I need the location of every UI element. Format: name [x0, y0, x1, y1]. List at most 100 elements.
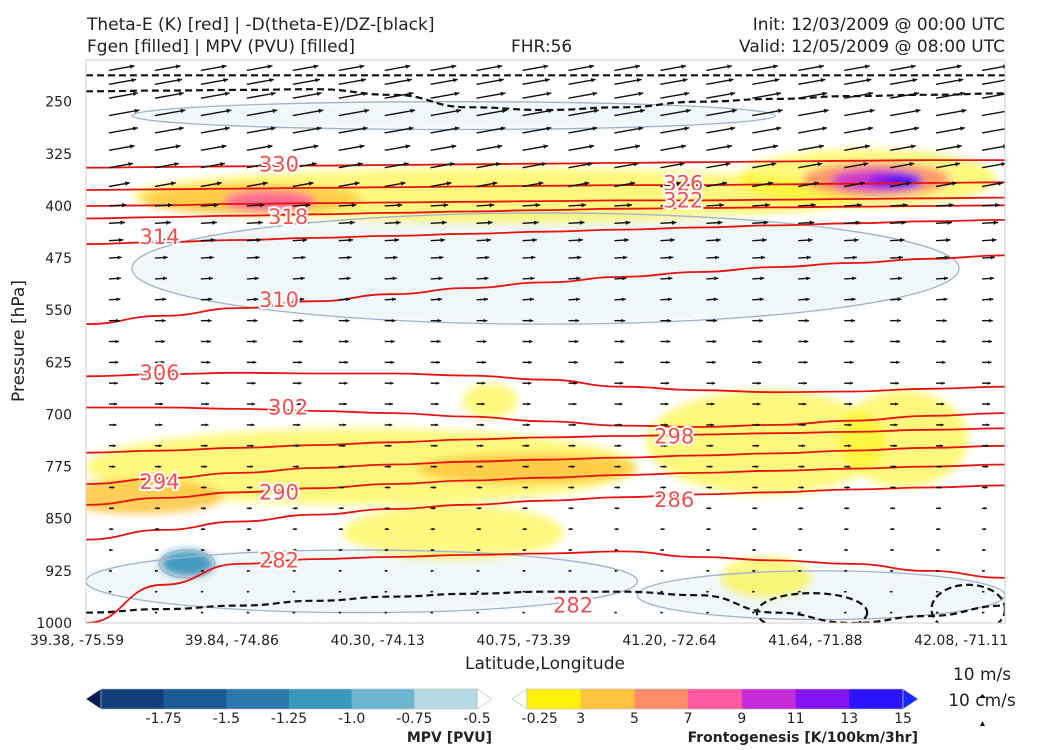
wind-vector: [568, 276, 581, 281]
x-tick-label: 41.20, -72.64: [622, 633, 716, 649]
wind-vector: [935, 181, 957, 188]
wind-vector: [936, 402, 945, 406]
mpv-colorbar-tick: -0.75: [396, 711, 432, 727]
wind-vector: [614, 423, 622, 427]
wind-vector: [108, 64, 135, 72]
wind-vector: [752, 162, 777, 169]
wind-vector: [292, 64, 319, 72]
wind-vector: [752, 444, 760, 448]
wind-vector: [246, 569, 250, 573]
wind-vector: [384, 569, 388, 573]
wind-vector: [982, 590, 985, 593]
theta-e-contour-290: [86, 463, 1005, 506]
wind-vector: [614, 318, 626, 323]
wind-vector: [614, 444, 622, 448]
y-tick-label: 625: [45, 355, 72, 371]
wind-vector: [660, 255, 674, 260]
wind-vector: [844, 507, 850, 510]
wind-vector: [660, 339, 671, 344]
y-tick-label: 550: [45, 303, 72, 319]
mpv-colorbar-frame: [100, 688, 478, 710]
wind-vector: [660, 181, 682, 188]
wind-vector: [384, 297, 397, 302]
wind-vector: [614, 181, 636, 188]
wind-vector: [384, 237, 400, 243]
wind-vector: [522, 203, 541, 208]
wind-vector: [660, 402, 669, 406]
fgen-colorbar-segment: [795, 689, 850, 709]
mpv-colorbar-tick: -0.5: [463, 711, 490, 727]
wind-vector: [568, 181, 590, 188]
wind-vector: [384, 423, 393, 427]
wind-vector: [246, 144, 273, 152]
wind-vector: [890, 108, 921, 117]
wind-vector: [292, 465, 300, 469]
wind-vector: [890, 569, 894, 573]
wind-vector: [798, 126, 828, 134]
wind-vector: [936, 255, 949, 260]
wind-vector: [246, 181, 268, 188]
y-tick-label: 400: [45, 199, 72, 215]
wind-vector: [706, 339, 717, 344]
wind-vector: [660, 276, 673, 281]
wind-vector: [108, 611, 112, 614]
wind-vector: [706, 297, 718, 302]
wind-vector: [660, 162, 685, 169]
wind-vector: [384, 181, 406, 188]
wind-vector: [568, 318, 580, 323]
wind-vector: [568, 339, 579, 344]
fgen-colorbar-tick: 7: [684, 711, 693, 727]
wind-vector: [936, 276, 949, 281]
wind-vector: [844, 144, 870, 152]
wind-vector: [108, 402, 118, 406]
wind-vector: [292, 507, 298, 510]
wind-vector: [660, 91, 690, 99]
wind-vector: [568, 527, 573, 531]
fgen-fill-region: [223, 190, 316, 212]
wind-vector: [384, 339, 395, 344]
wind-vector: [200, 144, 227, 152]
wind-vector: [890, 611, 893, 614]
wind-vector: [522, 590, 525, 593]
wind-vector: [706, 144, 733, 152]
theta-e-label: 290: [259, 480, 299, 504]
fgen-colorbar-tick: 15: [894, 711, 912, 727]
wind-vector: [935, 162, 961, 169]
mpv-fill-region: [159, 550, 215, 578]
wind-vector: [522, 507, 528, 510]
wind-vector: [430, 181, 452, 188]
wind-vector: [338, 276, 351, 281]
wind-vector: [706, 108, 737, 117]
wind-vector: [154, 569, 158, 573]
mpv-colorbar-tick: -1.75: [146, 711, 182, 727]
wind-vector: [844, 126, 874, 134]
wind-vector: [154, 78, 183, 86]
wind-vector: [660, 507, 666, 510]
wind-vector: [752, 590, 755, 593]
wind-vector: [338, 423, 347, 427]
wind-vector: [890, 203, 908, 208]
wind-vector: [706, 402, 715, 406]
wind-vector: [108, 507, 114, 510]
wind-vector: [660, 203, 679, 208]
wind-vector: [798, 144, 824, 152]
wind-vector: [844, 181, 866, 188]
wind-vector: [476, 108, 508, 117]
wind-vector: [522, 126, 552, 134]
mpv-colorbar-segment: [226, 689, 290, 709]
wind-vector: [338, 203, 357, 208]
wind-vector: [752, 381, 762, 385]
wind-vector: [200, 181, 222, 188]
wind-vector: [384, 91, 414, 99]
wind-vector: [981, 64, 1005, 72]
wind-vector: [844, 255, 858, 260]
wind-vector: [982, 486, 988, 489]
wind-vector: [614, 590, 617, 593]
wind-vector: [522, 297, 534, 302]
wind-vector: [706, 381, 716, 385]
wind-vector: [384, 64, 411, 72]
wind-vector: [108, 255, 122, 260]
wind-vector: [660, 126, 690, 134]
wind-vector: [522, 237, 537, 243]
wind-vector: [660, 611, 663, 614]
